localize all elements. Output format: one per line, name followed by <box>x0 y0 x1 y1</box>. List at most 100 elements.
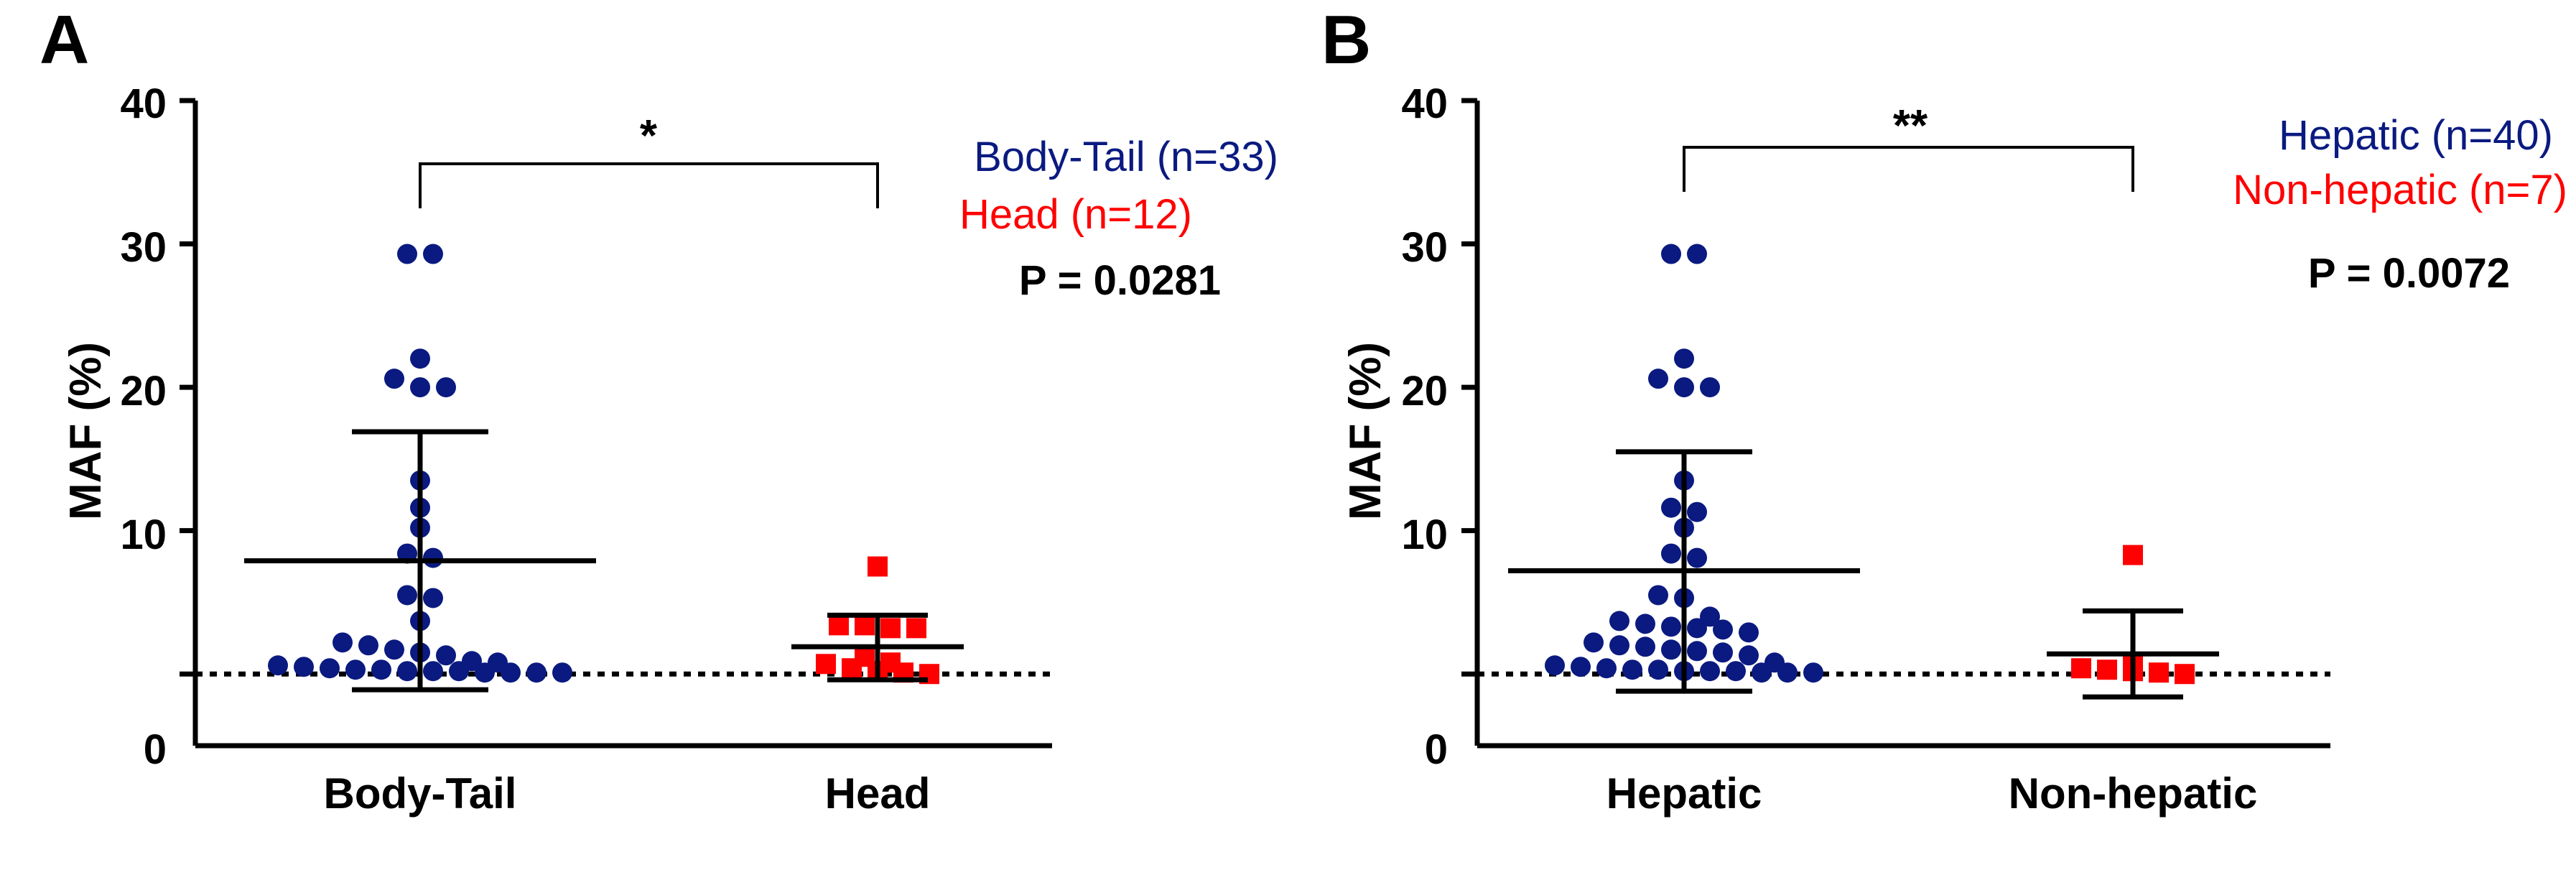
x-category-label: Non-hepatic <box>2009 769 2258 818</box>
y-tick-label: 20 <box>1401 368 1448 415</box>
y-axis-title-b: MAF (%) <box>1341 342 1390 520</box>
data-point <box>397 585 417 606</box>
data-point <box>371 659 391 680</box>
data-point <box>880 618 901 639</box>
data-point <box>1584 632 1604 653</box>
data-point <box>397 244 417 264</box>
data-point <box>1648 369 1668 389</box>
data-point <box>1661 639 1681 660</box>
data-point <box>1700 606 1720 627</box>
data-point <box>906 618 926 639</box>
data-point <box>1687 547 1707 568</box>
data-point <box>1764 652 1785 673</box>
x-category-label: Hepatic <box>1606 769 1762 818</box>
y-tick-label: 10 <box>1401 511 1448 558</box>
data-point <box>1803 662 1823 683</box>
data-point <box>294 657 314 677</box>
data-point <box>1739 622 1759 643</box>
legend-entry-group1-b: Hepatic (n=40) <box>2279 112 2553 159</box>
data-point <box>423 244 443 264</box>
data-point <box>1648 585 1668 606</box>
data-point <box>2175 664 2195 685</box>
legend-entry-group2-a: Head (n=12) <box>959 191 1192 238</box>
data-point <box>1609 611 1629 631</box>
data-point <box>1545 655 1565 676</box>
data-point <box>1609 635 1629 656</box>
y-ticks-a: 0 10 20 30 40 <box>120 80 167 773</box>
data-point <box>552 662 572 683</box>
data-point <box>1661 543 1681 564</box>
data-point <box>333 632 353 653</box>
data-point <box>1700 377 1720 398</box>
data-point <box>1661 616 1681 637</box>
data-point <box>358 635 378 656</box>
data-point <box>1661 244 1681 264</box>
data-point <box>855 647 875 667</box>
data-point <box>1687 244 1707 264</box>
panel-letter-b: B <box>1321 1 1371 78</box>
data-point <box>1687 501 1707 522</box>
data-point <box>2071 658 2091 679</box>
y-tick-label: 30 <box>120 224 167 271</box>
data-point <box>1726 661 1746 682</box>
x-category-label: Body-Tail <box>324 769 517 818</box>
data-point <box>829 615 849 636</box>
data-point <box>1622 659 1642 680</box>
panel-b: B MAF (%) 0 10 20 30 40 Hepatic Non-hepa… <box>1321 1 2567 818</box>
y-axis-title-a: MAF (%) <box>61 342 111 520</box>
legend-entry-group1-a: Body-Tail (n=33) <box>974 134 1278 180</box>
data-point <box>1571 657 1591 677</box>
data-point <box>526 662 547 683</box>
data-point <box>1674 377 1694 398</box>
data-point <box>410 348 430 369</box>
panel-a: A MAF (%) 0 10 20 30 40 Body-Tail Head *… <box>39 1 1278 818</box>
significance-bracket <box>1683 146 2134 192</box>
data-point <box>1713 642 1733 663</box>
data-point <box>423 661 443 682</box>
data-point <box>397 661 417 682</box>
data-point <box>268 655 288 676</box>
y-tick-label: 0 <box>144 726 167 773</box>
data-point <box>436 645 456 666</box>
data-point <box>462 651 482 672</box>
data-point <box>1674 348 1694 369</box>
plot-area-b <box>1461 98 2330 749</box>
y-tick-label: 20 <box>120 368 167 415</box>
legend-entry-group2-b: Non-hepatic (n=7) <box>2233 167 2567 213</box>
data-point <box>423 547 443 568</box>
data-point <box>2149 662 2169 683</box>
x-category-label: Head <box>825 769 931 818</box>
y-tick-label: 40 <box>1401 80 1448 127</box>
data-point <box>1661 497 1681 518</box>
data-point <box>1635 636 1655 657</box>
data-point <box>320 658 340 679</box>
significance-marker-a: * <box>640 111 658 161</box>
data-point <box>384 369 404 389</box>
data-point <box>880 652 901 673</box>
significance-marker-b: ** <box>1893 101 1928 151</box>
y-tick-label: 40 <box>120 80 167 127</box>
data-point <box>1739 645 1759 666</box>
data-point <box>855 615 875 636</box>
data-point <box>1635 614 1655 634</box>
data-point <box>2097 659 2117 680</box>
data-point <box>423 588 443 608</box>
panel-letter-a: A <box>39 1 89 78</box>
data-point <box>816 654 836 675</box>
y-tick-label: 30 <box>1401 224 1448 271</box>
y-tick-label: 10 <box>120 511 167 558</box>
data-point <box>1648 659 1668 680</box>
y-tick-label: 0 <box>1425 726 1448 773</box>
data-point <box>2123 545 2143 565</box>
p-value-a: P = 0.0281 <box>1019 257 1221 304</box>
data-point <box>488 652 508 673</box>
significance-bracket <box>419 162 879 208</box>
data-point <box>1700 661 1720 682</box>
data-point <box>384 639 404 660</box>
p-value-b: P = 0.0072 <box>2308 250 2510 297</box>
data-point <box>436 377 456 398</box>
data-point <box>868 556 888 577</box>
y-ticks-b: 0 10 20 30 40 <box>1401 80 1448 773</box>
plot-area-a <box>180 98 1052 749</box>
